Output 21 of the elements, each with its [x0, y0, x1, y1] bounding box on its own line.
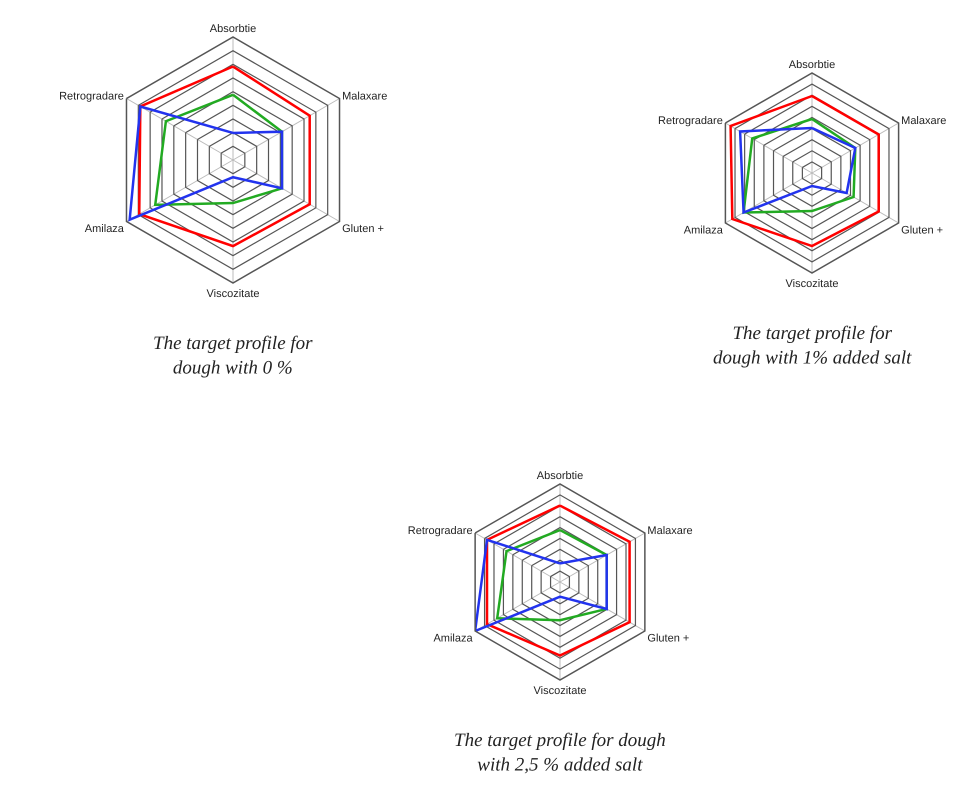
spoke-label: Gluten +	[901, 224, 944, 236]
text: The target profile for dough with 1% added salt	[713, 323, 912, 369]
spoke-label: Gluten +	[342, 222, 384, 235]
text: The target profile for dough with 0 %	[153, 333, 314, 379]
spoke-label: Gluten +	[647, 632, 690, 644]
spoke-label: Absorbtie	[536, 470, 584, 482]
spoke-label: Retrogradare	[59, 90, 124, 102]
spoke-label: Absorbtie	[210, 22, 256, 35]
spoke-label: Malaxare	[901, 114, 946, 127]
spoke-label: Viscozitate	[534, 684, 586, 697]
spoke-label: Viscozitate	[206, 288, 260, 300]
text: The target profile for dough with 2,5 % added salt	[454, 730, 666, 776]
spoke-label: Malaxare	[342, 90, 388, 102]
spoke-label: Amilaza	[84, 222, 125, 235]
spoke-label: Absorbtie	[788, 58, 836, 71]
spoke-label: Amilaza	[684, 224, 724, 236]
spoke-label: Malaxare	[647, 524, 693, 537]
spoke-label: Retrogradare	[408, 524, 473, 537]
spoke-label: Amilaza	[433, 632, 474, 644]
spoke-label: Retrogradare	[658, 114, 723, 127]
spoke-label: Viscozitate	[786, 278, 838, 290]
